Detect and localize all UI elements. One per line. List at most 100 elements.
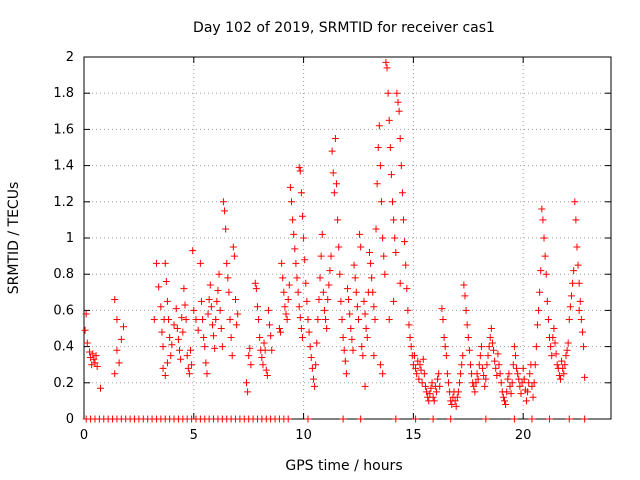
data-point xyxy=(409,361,417,369)
data-point xyxy=(506,382,514,390)
data-point xyxy=(263,372,271,380)
data-point xyxy=(335,243,343,251)
data-point xyxy=(507,390,515,398)
data-point xyxy=(339,334,347,342)
data-point xyxy=(496,370,504,378)
data-point xyxy=(522,397,530,405)
data-point xyxy=(555,372,563,380)
data-point xyxy=(510,415,518,423)
data-point xyxy=(391,234,399,242)
data-point xyxy=(505,370,513,378)
data-point xyxy=(252,285,260,293)
data-point xyxy=(205,296,213,304)
data-point xyxy=(356,230,364,238)
data-point xyxy=(96,384,104,392)
data-point xyxy=(314,315,322,323)
data-point xyxy=(312,361,320,369)
y-tick-label: 2 xyxy=(66,50,74,65)
data-point xyxy=(346,310,354,318)
data-point xyxy=(492,364,500,372)
data-point xyxy=(413,370,421,378)
y-tick-label: 0 xyxy=(66,412,74,427)
data-point xyxy=(441,343,449,351)
data-point xyxy=(352,288,360,296)
data-point xyxy=(491,357,499,365)
data-point xyxy=(528,415,536,423)
data-point xyxy=(565,415,573,423)
data-point xyxy=(427,384,435,392)
data-point xyxy=(172,305,180,313)
data-point xyxy=(559,364,567,372)
data-point xyxy=(393,89,401,97)
data-point xyxy=(362,325,370,332)
data-point xyxy=(161,372,169,380)
data-point xyxy=(325,281,333,289)
data-point xyxy=(88,361,96,369)
data-point xyxy=(443,370,451,378)
data-point xyxy=(452,402,460,410)
data-point xyxy=(219,198,227,206)
data-point xyxy=(163,297,171,305)
data-point xyxy=(280,288,288,296)
data-point xyxy=(161,259,169,267)
data-point xyxy=(336,270,344,278)
data-point xyxy=(476,352,484,360)
data-point xyxy=(208,321,216,329)
data-point xyxy=(488,339,496,347)
data-point xyxy=(503,388,511,396)
data-point xyxy=(115,359,123,367)
data-point xyxy=(203,370,211,378)
y-tick-label: 0.6 xyxy=(53,303,74,318)
data-point xyxy=(466,361,474,369)
data-point xyxy=(394,98,402,106)
data-point xyxy=(426,390,434,398)
data-point xyxy=(511,352,519,360)
data-point xyxy=(560,370,568,378)
data-point xyxy=(82,310,90,318)
data-point xyxy=(347,325,355,332)
data-point xyxy=(490,346,498,354)
data-point xyxy=(289,216,297,224)
data-point xyxy=(163,359,171,367)
data-point xyxy=(530,379,538,387)
data-point xyxy=(262,366,270,374)
data-point xyxy=(113,346,121,354)
data-point xyxy=(434,375,442,383)
data-point xyxy=(376,162,384,170)
data-point xyxy=(286,183,294,191)
data-point xyxy=(158,328,166,336)
data-point xyxy=(371,315,379,323)
data-point xyxy=(327,252,335,260)
data-point xyxy=(392,415,400,423)
y-tick-label: 0.8 xyxy=(53,267,74,282)
data-point xyxy=(201,343,209,351)
data-point xyxy=(258,353,266,361)
data-point xyxy=(542,270,550,278)
data-point xyxy=(495,361,503,369)
data-point xyxy=(214,286,222,294)
data-point xyxy=(494,350,502,358)
data-point xyxy=(578,328,586,336)
data-point xyxy=(533,321,541,329)
data-point xyxy=(322,315,330,323)
data-point xyxy=(442,352,450,360)
data-point xyxy=(159,364,167,372)
data-point xyxy=(369,288,377,296)
data-point xyxy=(267,332,275,340)
data-point xyxy=(298,334,306,342)
data-point xyxy=(181,301,189,309)
data-point xyxy=(518,379,526,387)
data-point xyxy=(360,297,368,305)
data-point xyxy=(436,382,444,390)
data-point xyxy=(385,315,393,323)
data-point xyxy=(190,306,198,314)
data-point xyxy=(338,315,346,323)
data-point xyxy=(304,315,312,323)
data-point xyxy=(410,352,418,360)
data-point xyxy=(206,281,214,289)
data-point xyxy=(367,259,375,267)
data-point xyxy=(531,361,539,369)
data-point xyxy=(305,328,313,336)
data-point xyxy=(334,216,342,224)
